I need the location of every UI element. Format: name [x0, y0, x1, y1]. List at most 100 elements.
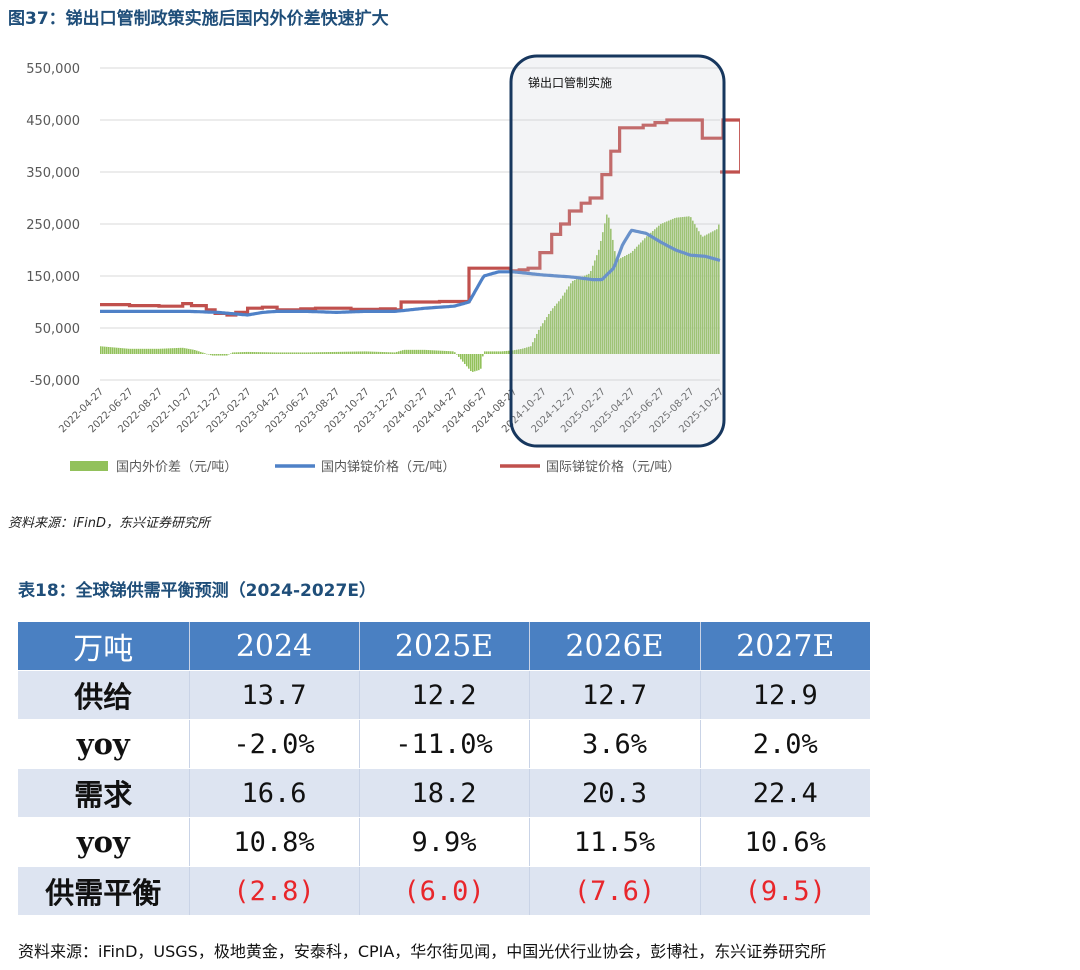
- spread-bar: [632, 250, 634, 354]
- spread-bar: [378, 351, 380, 354]
- row-label: yoy: [18, 817, 189, 867]
- spread-bar: [242, 352, 244, 354]
- spread-bar: [432, 350, 434, 354]
- spread-bar: [442, 350, 444, 354]
- spread-bar: [646, 236, 648, 354]
- spread-bar: [298, 352, 300, 354]
- spread-bar: [366, 351, 368, 354]
- spread-bar: [660, 223, 662, 354]
- spread-bar: [224, 354, 226, 356]
- spread-bar: [198, 351, 200, 354]
- spread-bar: [710, 232, 712, 354]
- spread-bar: [438, 350, 440, 354]
- spread-bar: [462, 354, 464, 362]
- spread-bar: [372, 351, 374, 354]
- spread-bar: [232, 352, 234, 354]
- spread-bar: [308, 352, 310, 354]
- table-row-supply: 供给 13.7 12.2 12.7 12.9: [18, 670, 870, 720]
- table-cell: 18.2: [358, 768, 529, 818]
- spread-bar: [330, 352, 332, 354]
- table-cell: 11.5%: [528, 817, 700, 867]
- spread-bar: [374, 351, 376, 354]
- spread-bar: [508, 350, 510, 354]
- spread-bar: [174, 348, 176, 354]
- spread-bar: [466, 354, 468, 367]
- spread-bar: [160, 348, 162, 354]
- spread-bar: [544, 320, 546, 354]
- spread-bar: [482, 354, 484, 357]
- spread-bar: [690, 217, 692, 354]
- spread-bar: [550, 310, 552, 354]
- row-label: 需求: [18, 768, 189, 818]
- spread-bar: [684, 216, 686, 354]
- spread-price-chart: 550,000 450,000 350,000 250,000 150,000 50,00…: [26, 54, 740, 475]
- spread-bar: [132, 348, 134, 354]
- spread-bar: [434, 350, 436, 354]
- y-tick-label: 450,000: [26, 114, 80, 129]
- spread-bar: [188, 348, 190, 354]
- spread-bar: [376, 351, 378, 354]
- spread-bar: [218, 354, 220, 356]
- spread-bar: [536, 333, 538, 354]
- spread-bar: [128, 348, 130, 354]
- spread-bar: [554, 305, 556, 354]
- spread-bar: [686, 216, 688, 354]
- figure-source: 资料来源：iFinD，东兴证券研究所: [8, 516, 210, 531]
- export-control-highlight: 锑出口管制实施: [509, 54, 726, 448]
- row-label: yoy: [18, 719, 189, 769]
- spread-bar: [166, 348, 168, 354]
- spread-bar: [406, 349, 408, 354]
- spread-bar: [288, 352, 290, 354]
- spread-bar: [270, 352, 272, 354]
- spread-bar: [682, 216, 684, 354]
- spread-bar: [496, 351, 498, 354]
- spread-bar: [324, 352, 326, 354]
- spread-bar: [384, 352, 386, 354]
- spread-bar: [110, 347, 112, 354]
- spread-bar: [272, 352, 274, 354]
- spread-bar: [326, 352, 328, 354]
- spread-bar: [248, 351, 250, 354]
- table-cell: 10.6%: [699, 817, 870, 867]
- spread-bar: [116, 347, 118, 354]
- spread-bar: [126, 348, 128, 354]
- domestic-price-line: [99, 228, 721, 317]
- spread-bar: [702, 236, 704, 354]
- table-cell: 3.6%: [528, 719, 700, 769]
- spread-bar: [614, 251, 616, 354]
- spread-bar: [268, 352, 270, 354]
- spread-bar: [440, 350, 442, 354]
- spread-bar: [196, 350, 198, 354]
- spread-bar: [586, 274, 588, 354]
- spread-bar: [130, 348, 132, 354]
- legend-swatch: [70, 461, 108, 471]
- spread-bar: [114, 347, 116, 354]
- spread-bar: [584, 275, 586, 354]
- spread-bar: [150, 348, 152, 354]
- spread-bar: [618, 259, 620, 354]
- spread-bar: [282, 352, 284, 354]
- spread-bar: [172, 348, 174, 354]
- spread-bar: [362, 351, 364, 354]
- legend-label: 国内外价差（元/吨）: [116, 459, 237, 475]
- spread-bar: [580, 277, 582, 354]
- chart-legend: 国内外价差（元/吨） 国内锑锭价格（元/吨） 国际锑锭价格（元/吨）: [70, 459, 680, 475]
- spread-bar: [488, 351, 490, 354]
- spread-bar: [608, 217, 610, 354]
- spread-bar: [698, 231, 700, 354]
- spread-bar: [604, 223, 606, 354]
- spread-bar: [314, 352, 316, 354]
- spread-bar: [528, 346, 530, 354]
- spread-bar: [522, 348, 524, 354]
- row-label: 供给: [18, 670, 189, 720]
- spread-bar: [448, 351, 450, 354]
- spread-bar: [670, 219, 672, 354]
- spread-bar: [178, 347, 180, 354]
- header-year: 2025E: [358, 622, 529, 671]
- table-cell: 2.0%: [699, 719, 870, 769]
- spread-bar: [638, 244, 640, 354]
- spread-bar: [402, 350, 404, 354]
- table-cell: -11.0%: [358, 719, 529, 769]
- spread-bar: [368, 351, 370, 354]
- spread-bar: [108, 346, 110, 354]
